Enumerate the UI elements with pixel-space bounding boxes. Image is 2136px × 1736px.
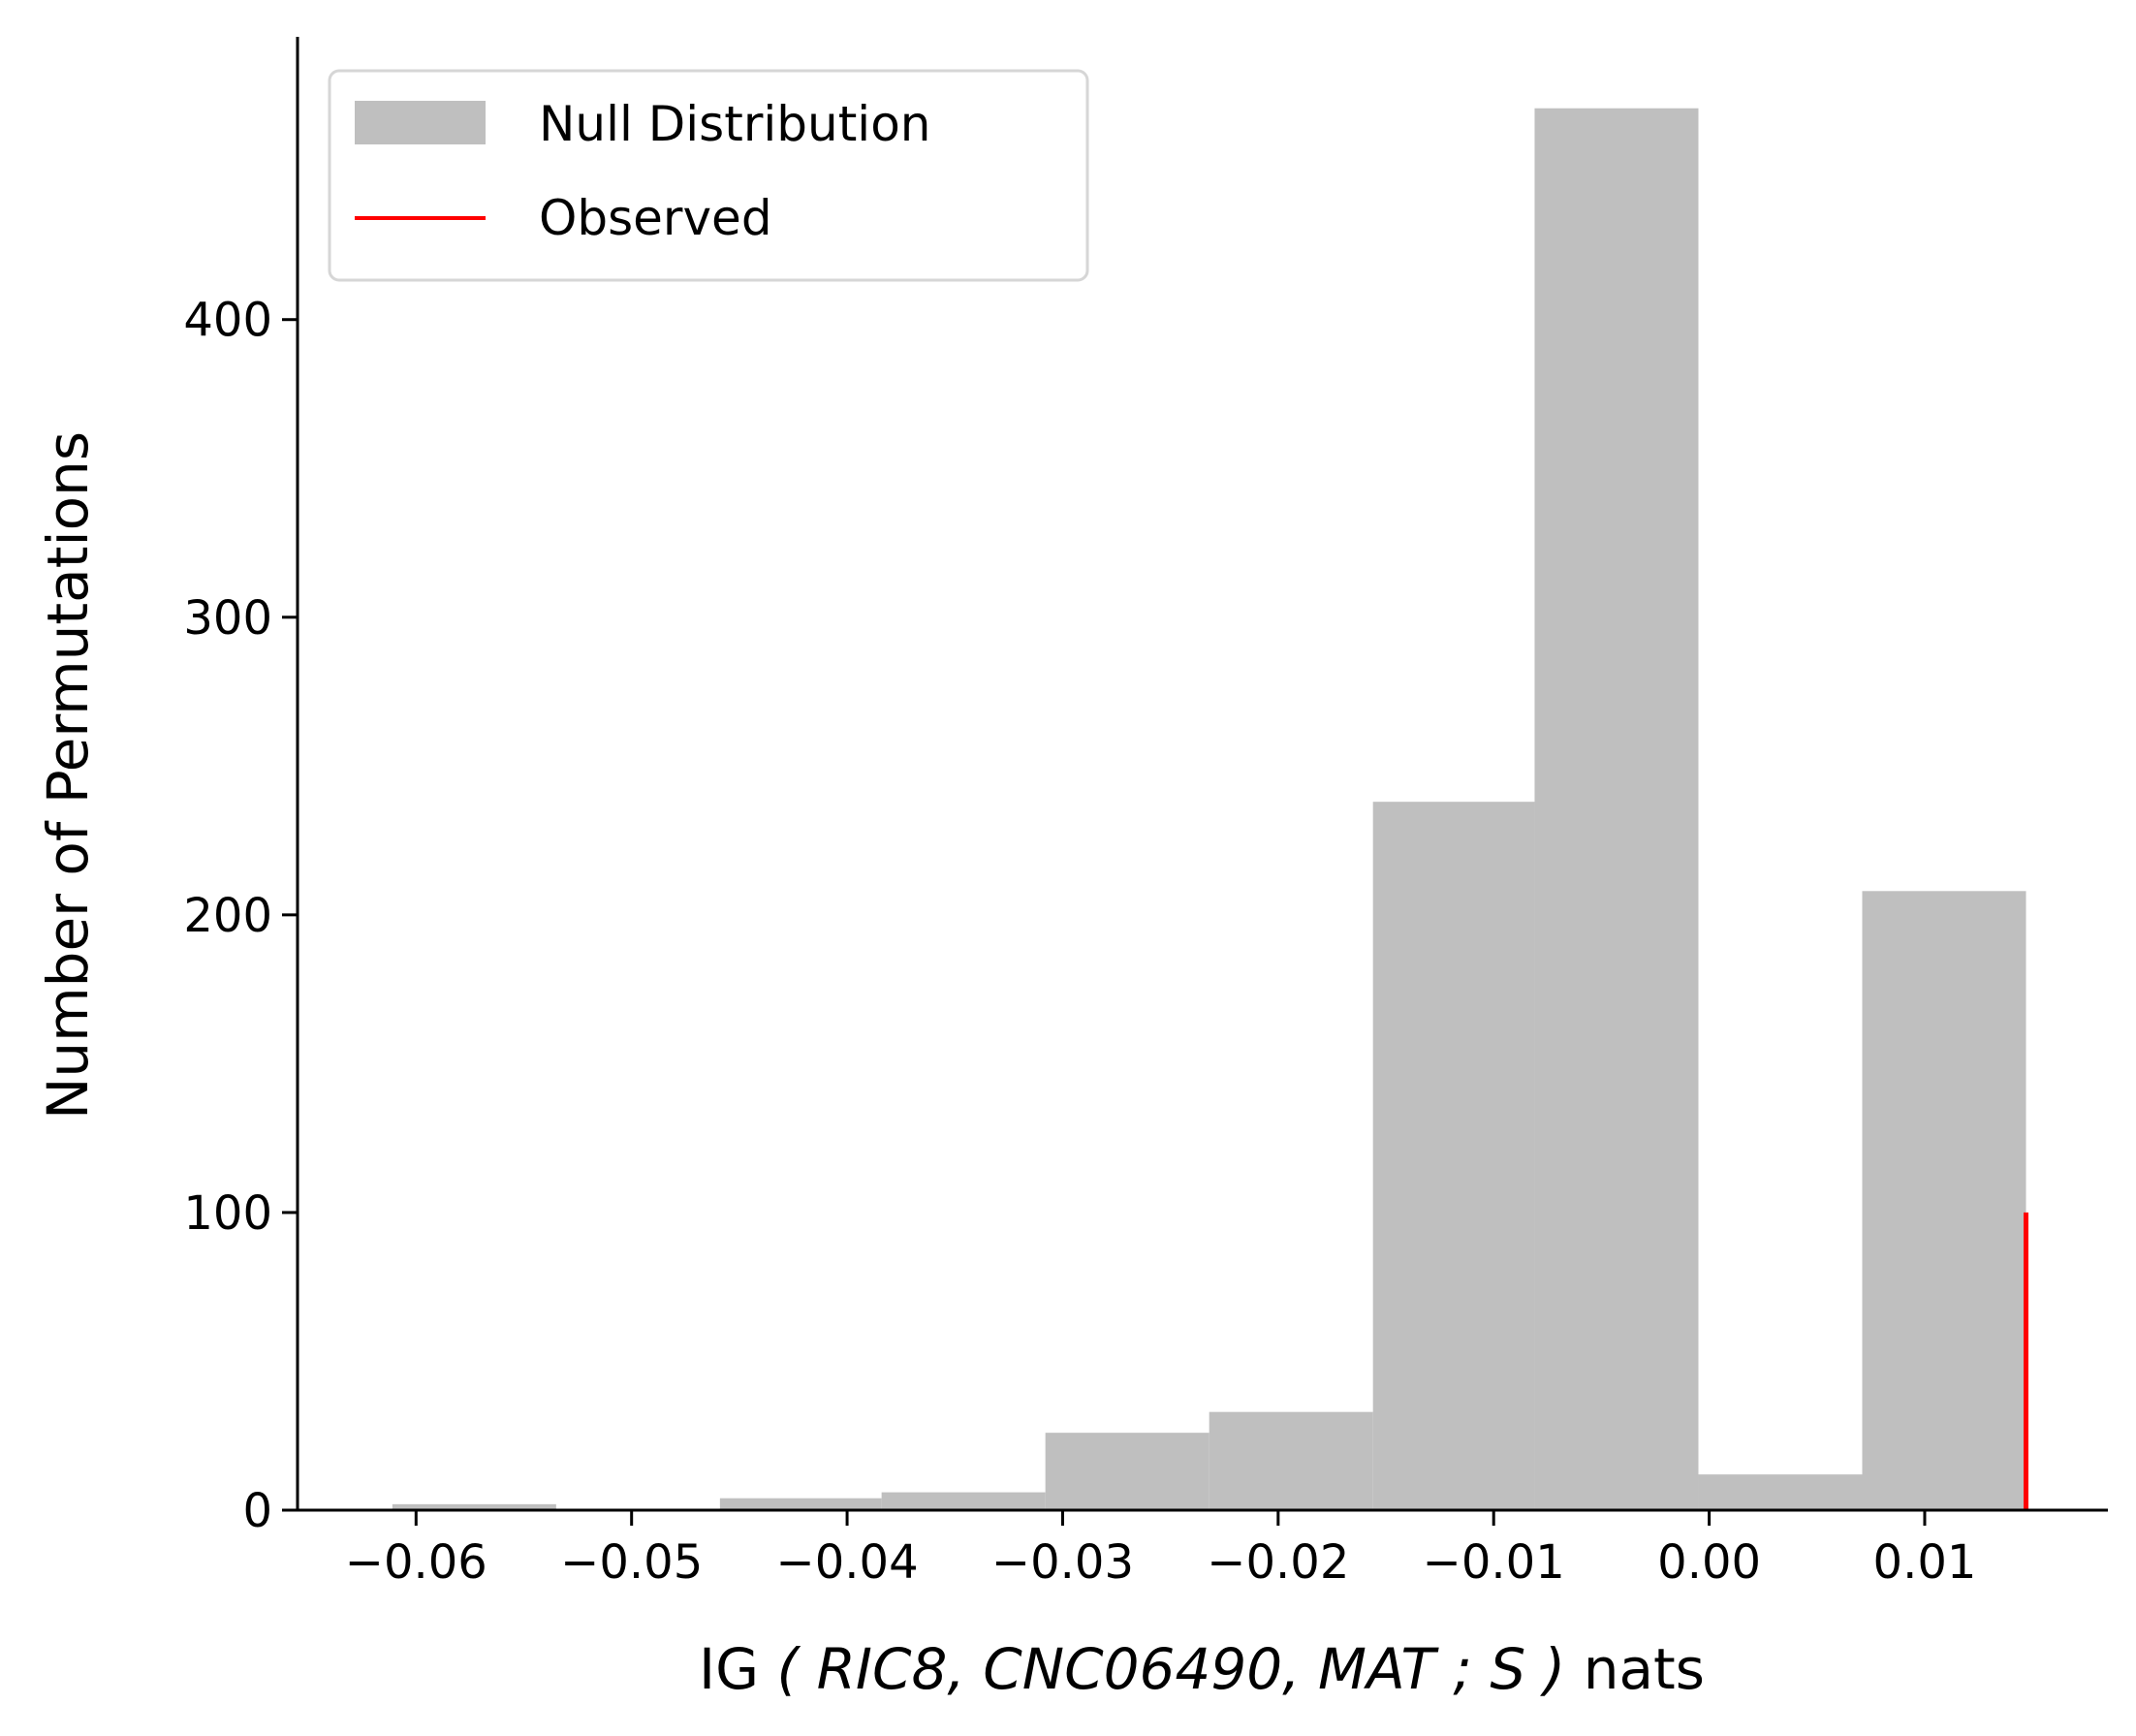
x-axis-label-italic: ( RIC8, CNC06490, MAT ; S ) [777, 1636, 1566, 1702]
x-axis-label-prefix: IG [699, 1636, 777, 1702]
axes [296, 37, 2108, 1512]
x-tick-label-7: 0.01 [1873, 1535, 1977, 1590]
histogram-bar-9 [1862, 891, 2026, 1510]
histogram-bars [392, 108, 2026, 1510]
legend-observed-label: Observed [539, 190, 772, 246]
legend-null-label: Null Distribution [539, 96, 930, 152]
x-axis-label-suffix: nats [1565, 1636, 1705, 1702]
y-tick-label-3: 300 [183, 591, 272, 646]
y-axis-label: Number of Permutations [35, 431, 101, 1120]
x-tick-label-6: 0.00 [1657, 1535, 1761, 1590]
x-ticks: −0.06 −0.05 −0.04 −0.03 −0.02 −0.01 0.00 0.01 [345, 1510, 1977, 1590]
y-tick-label-0: 0 [242, 1484, 272, 1538]
histogram-bar-6 [1372, 802, 1535, 1510]
legend-null-patch [355, 101, 486, 144]
x-tick-label-3: −0.03 [991, 1535, 1134, 1590]
x-tick-label-2: −0.04 [776, 1535, 919, 1590]
histogram-bar-0 [392, 1503, 556, 1510]
x-tick-label-5: −0.01 [1423, 1535, 1565, 1590]
x-tick-label-0: −0.06 [345, 1535, 487, 1590]
histogram-bar-8 [1698, 1474, 1863, 1510]
y-tick-label-2: 200 [183, 889, 272, 943]
histogram-bar-7 [1534, 108, 1699, 1510]
y-ticks: 0 100 200 300 400 [183, 294, 298, 1538]
histogram-bar-3 [881, 1492, 1046, 1510]
x-tick-label-4: −0.02 [1207, 1535, 1349, 1590]
y-tick-label-1: 100 [183, 1186, 272, 1241]
x-tick-label-1: −0.05 [560, 1535, 703, 1590]
histogram-bar-4 [1045, 1433, 1209, 1510]
x-axis-label: IG ( RIC8, CNC06490, MAT ; S ) nats [699, 1636, 1705, 1702]
legend: Null Distribution Observed [328, 69, 1089, 282]
histogram-bar-2 [719, 1498, 882, 1510]
legend-box [328, 69, 1089, 282]
histogram-bar-5 [1209, 1411, 1373, 1510]
y-tick-label-4: 400 [183, 294, 272, 348]
